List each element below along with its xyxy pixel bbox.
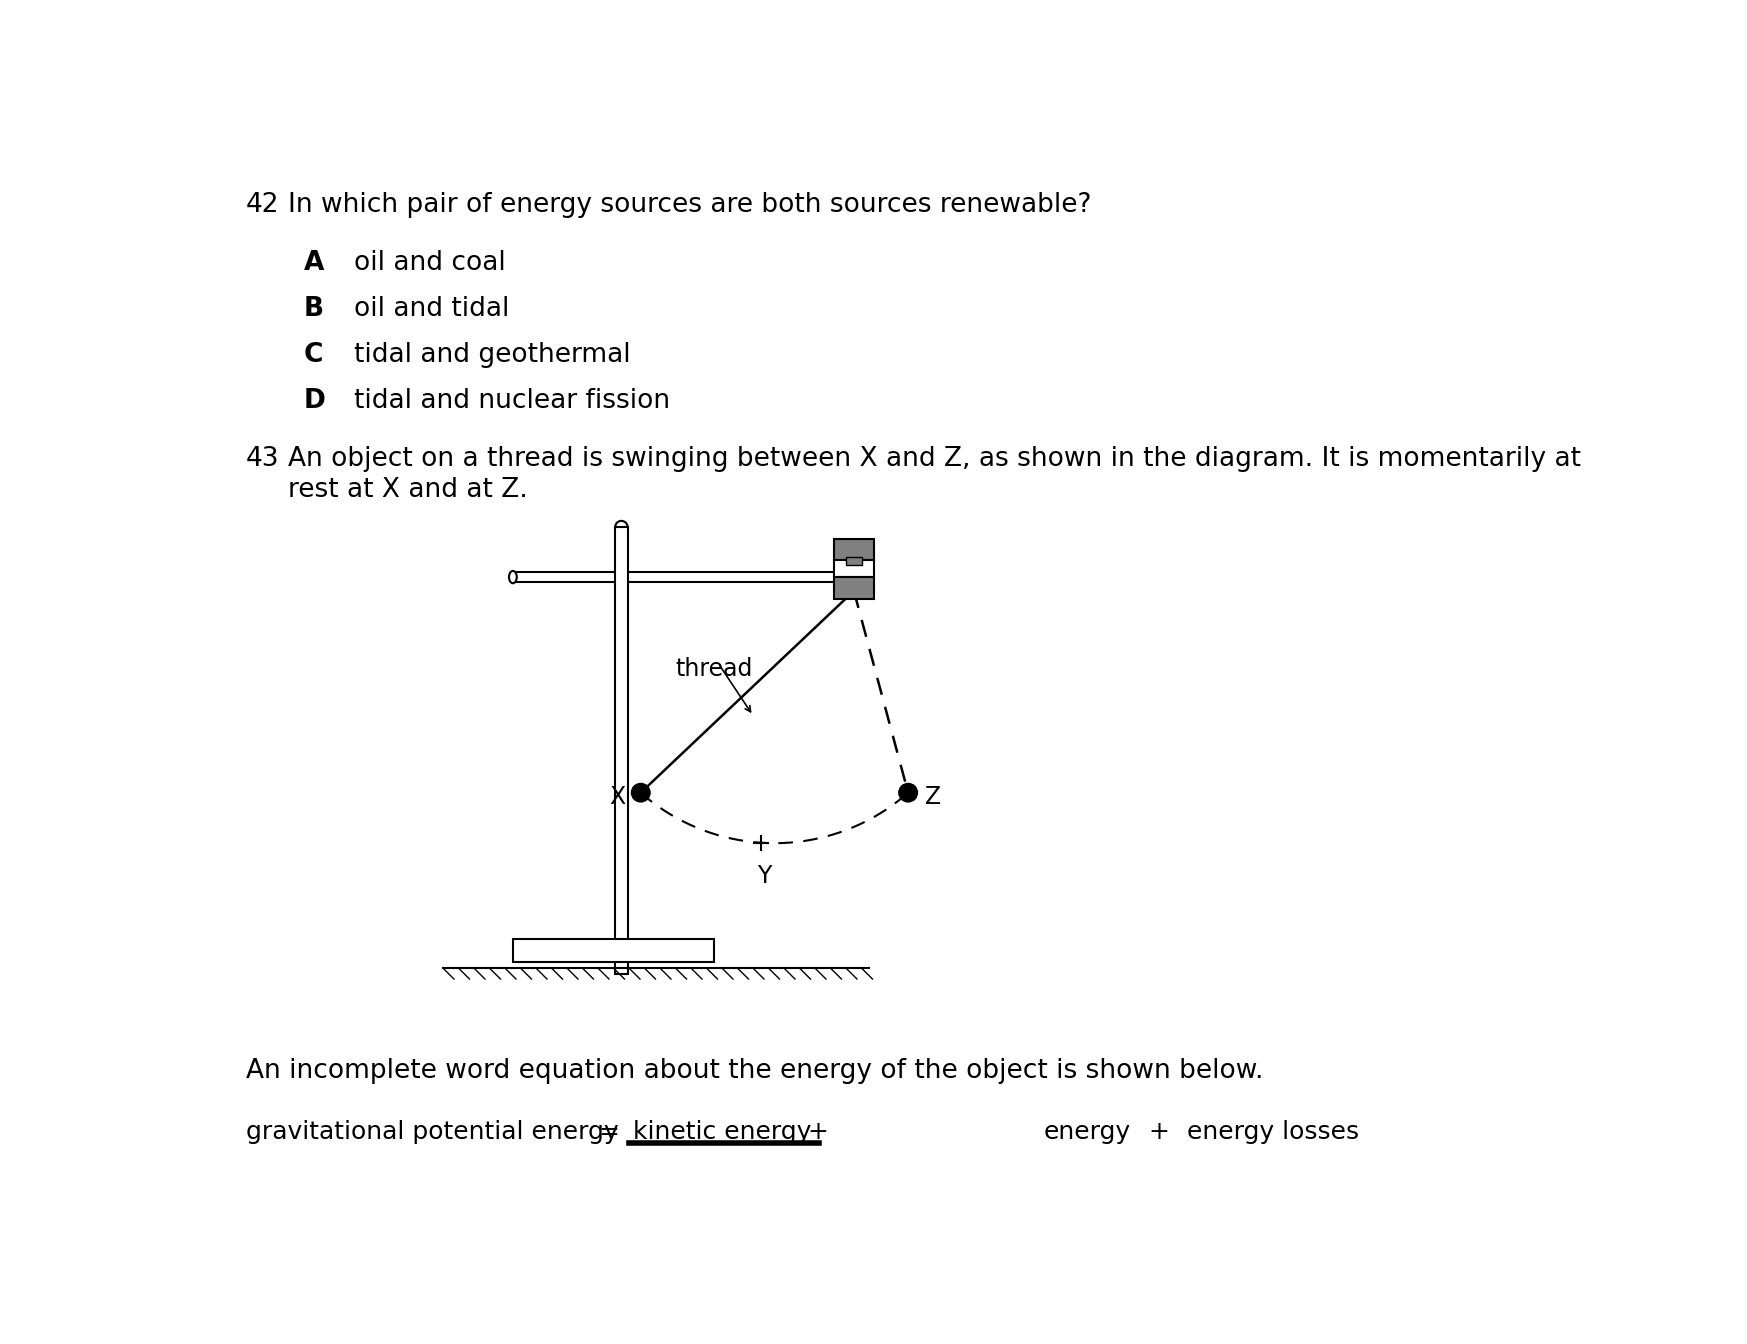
Circle shape — [631, 784, 650, 802]
Circle shape — [898, 784, 917, 802]
Text: Z: Z — [926, 785, 942, 809]
Text: C: C — [304, 343, 323, 368]
Text: oil and coal: oil and coal — [355, 250, 505, 276]
Text: D: D — [304, 388, 325, 414]
Bar — [833, 560, 874, 577]
Text: rest at X and at Z.: rest at X and at Z. — [288, 477, 528, 503]
Text: gravitational potential energy: gravitational potential energy — [246, 1120, 618, 1144]
Text: energy losses: energy losses — [1188, 1120, 1359, 1144]
Text: +: + — [807, 1120, 828, 1144]
Text: +: + — [1148, 1120, 1169, 1144]
Text: An incomplete word equation about the energy of the object is shown below.: An incomplete word equation about the en… — [246, 1058, 1263, 1085]
Text: =: = — [597, 1120, 618, 1144]
Text: X: X — [610, 785, 625, 809]
Text: thread: thread — [676, 657, 753, 681]
Text: An object on a thread is swinging between X and Z, as shown in the diagram. It i: An object on a thread is swinging betwee… — [288, 446, 1581, 472]
Text: energy: energy — [1043, 1120, 1130, 1144]
Text: tidal and geothermal: tidal and geothermal — [355, 343, 631, 368]
FancyBboxPatch shape — [615, 527, 627, 973]
FancyBboxPatch shape — [514, 573, 854, 582]
Text: kinetic energy: kinetic energy — [632, 1120, 811, 1144]
Text: tidal and nuclear fission: tidal and nuclear fission — [355, 388, 671, 414]
Text: 42: 42 — [246, 192, 280, 218]
Bar — [514, 939, 715, 962]
Ellipse shape — [508, 571, 517, 583]
Text: Y: Y — [756, 864, 770, 888]
Text: In which pair of energy sources are both sources renewable?: In which pair of energy sources are both… — [288, 192, 1092, 218]
Bar — [846, 556, 861, 564]
Text: A: A — [304, 250, 323, 276]
Text: 43: 43 — [246, 446, 280, 472]
Text: B: B — [304, 296, 323, 323]
Text: oil and tidal: oil and tidal — [355, 296, 510, 323]
Bar — [833, 539, 874, 560]
Bar — [833, 577, 874, 598]
